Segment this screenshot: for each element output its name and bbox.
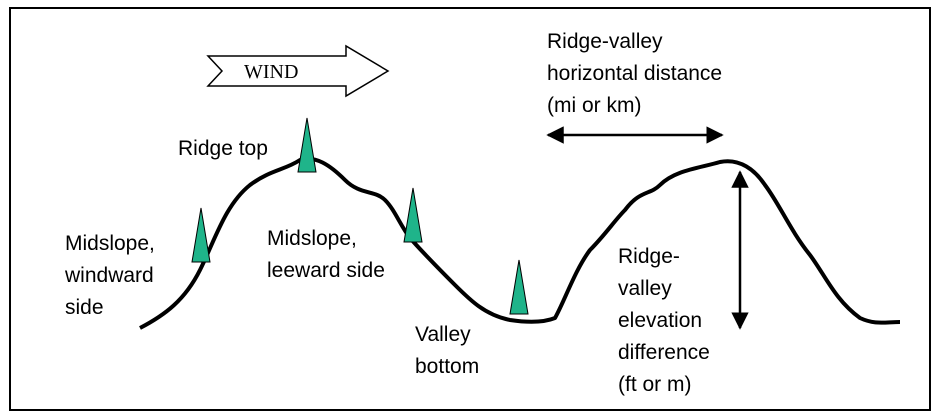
label-line: Midslope, [267,227,357,250]
label-line: (mi or km) [547,94,641,117]
label-line: Ridge top [178,137,268,160]
label-line: difference [618,341,710,364]
label-line: Midslope, [65,232,155,255]
diagram: WIND Ridge-valley horizontal distance (mi … [0,0,940,419]
label-line: Ridge- [618,245,680,268]
label-line: Ridge-valley [547,30,663,53]
frame [10,8,930,410]
label-line: side [65,296,104,319]
label-line: leeward side [267,259,385,282]
label-line: horizontal distance [547,62,722,85]
label-line: bottom [415,355,479,378]
label-line: valley [618,277,672,300]
label-line: elevation [618,309,702,332]
label-line: Valley [415,323,471,346]
label-line: windward [64,264,154,287]
label-line: (ft or m) [618,373,692,396]
wind-label: WIND [244,61,298,83]
